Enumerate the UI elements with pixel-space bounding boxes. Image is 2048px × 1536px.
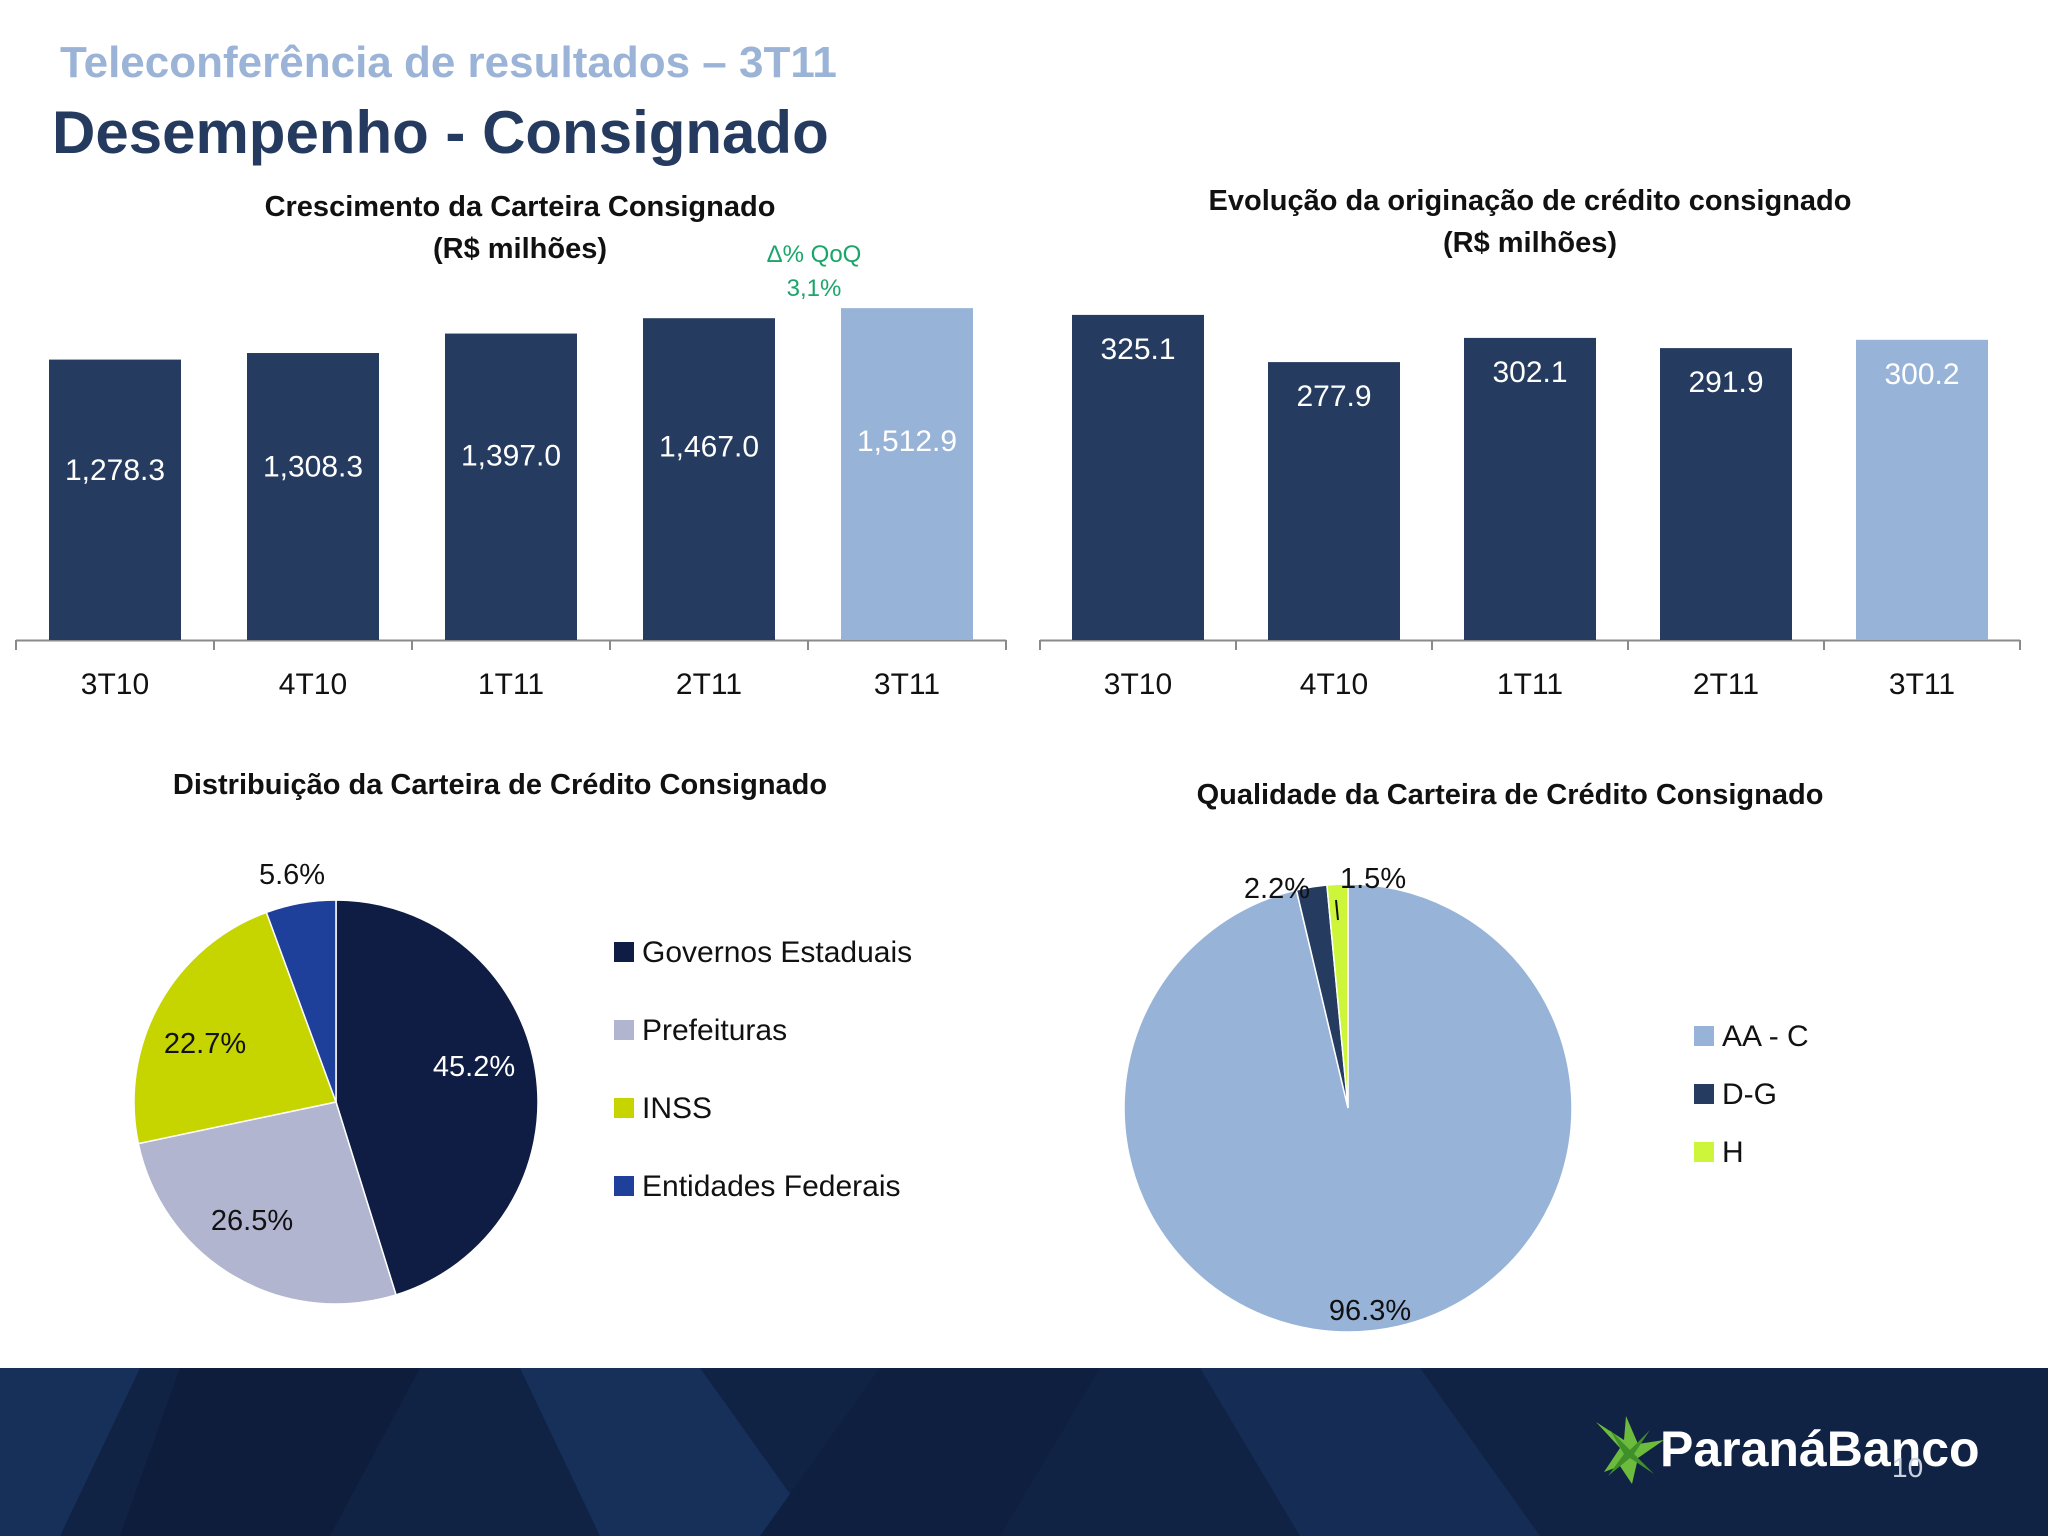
pie-value-label: 45.2% [433, 1051, 515, 1083]
origination-bar-chart: 325.1 3T10 277.9 4T10 302.1 1T11 291.9 2T11 300.… [1039, 314, 2021, 701]
category-label: 4T10 [1300, 668, 1368, 701]
category-label: 2T11 [1693, 668, 1759, 701]
bar-value-label: 325.1 [1100, 333, 1175, 366]
quality-pie-chart: 96.3% 2.2% 1.5% AA - C D-G H [1123, 863, 1809, 1333]
origination-chart-title-block: Evolução da originação de crédito consig… [1150, 180, 1910, 264]
bar-value-label: 291.9 [1688, 366, 1763, 399]
bar-3t10 [49, 359, 181, 640]
category-label: 1T11 [478, 668, 544, 701]
legend-swatch [614, 1098, 634, 1118]
legend-swatch [614, 1020, 634, 1040]
paranabanco-logo-icon [1596, 1416, 1664, 1484]
pie-leader-line [1335, 899, 1339, 921]
qoq-value: 3,1% [786, 275, 842, 302]
footer-pattern [0, 1368, 1540, 1536]
footer-band: ParanáBanco 10 [0, 1368, 2048, 1536]
portfolio-chart-subtitle: (R$ milhões) [432, 233, 608, 265]
pie-slice [335, 899, 539, 1296]
category-label: 2T11 [676, 668, 742, 701]
quality-chart-title: Qualidade da Carteira de Crédito Consign… [1196, 779, 1824, 811]
bar-2t11 [643, 318, 775, 640]
pie-value-label: 26.5% [211, 1205, 293, 1237]
category-label: 3T11 [874, 668, 940, 701]
legend-label: Prefeituras [642, 1014, 787, 1047]
legend-swatch [614, 1176, 634, 1196]
distribution-chart-title: Distribuição da Carteira de Crédito Cons… [172, 769, 828, 801]
bar-3t11 [1856, 339, 1988, 640]
legend-label: D-G [1722, 1078, 1777, 1111]
legend-label: AA - C [1722, 1020, 1809, 1053]
bar-3t10 [1072, 314, 1204, 640]
bar-4t10 [247, 353, 379, 640]
pie-slice [137, 1101, 397, 1305]
bar-value-label: 1,308.3 [263, 450, 363, 483]
category-label: 3T10 [81, 668, 149, 701]
legend-swatch [1694, 1142, 1714, 1162]
pie-slice [1326, 883, 1349, 1109]
qoq-annotation: Δ% QoQ 3,1% [714, 238, 914, 306]
presentation-supertitle: Teleconferência de resultados – 3T11 [60, 38, 837, 87]
bar-value-label: 1,397.0 [461, 439, 561, 472]
bar-value-label: 277.9 [1296, 380, 1371, 413]
legend-label: Governos Estaduais [642, 936, 912, 969]
portfolio-chart-title-block: Crescimento da Carteira Consignado (R$ m… [200, 186, 840, 270]
bar-value-label: 1,512.9 [857, 425, 957, 458]
pie-value-label: 1.5% [1340, 863, 1406, 895]
legend-swatch [614, 942, 634, 962]
portfolio-bar-chart: 1,278.3 3T10 1,308.3 4T10 1,397.0 1T11 1,467.0… [15, 308, 1007, 701]
bar-value-label: 302.1 [1492, 356, 1567, 389]
legend-swatch [1694, 1026, 1714, 1046]
bar-1t11 [1464, 337, 1596, 640]
legend-swatch [1694, 1084, 1714, 1104]
pie-value-label: 22.7% [164, 1028, 246, 1060]
page-number: 10 [1892, 1452, 1924, 1483]
bar-3t11 [841, 308, 973, 640]
slide-title: Desempenho - Consignado [52, 99, 829, 166]
portfolio-chart-title: Crescimento da Carteira Consignado [264, 191, 776, 223]
category-label: 3T11 [1889, 668, 1955, 701]
category-label: 4T10 [279, 668, 347, 701]
bar-value-label: 300.2 [1884, 358, 1959, 391]
qoq-label: Δ% QoQ [766, 241, 862, 268]
pie-slice [265, 899, 337, 1103]
category-label: 3T10 [1104, 668, 1172, 701]
distribution-pie-chart: 45.2% 26.5% 22.7% 5.6% Governos Estaduais Pre… [133, 859, 912, 1305]
pie-slice [133, 911, 338, 1145]
bar-value-label: 1,278.3 [65, 454, 165, 487]
legend-label: H [1722, 1136, 1744, 1169]
legend-label: Entidades Federais [642, 1170, 901, 1203]
footer-brand: ParanáBanco [1660, 1421, 1980, 1477]
origination-chart-subtitle: (R$ milhões) [1442, 227, 1618, 259]
origination-chart-title: Evolução da originação de crédito consig… [1208, 185, 1852, 217]
bar-1t11 [445, 333, 577, 640]
category-label: 1T11 [1497, 668, 1563, 701]
pie-value-label: 2.2% [1244, 873, 1310, 905]
pie-value-label: 5.6% [259, 859, 325, 891]
bar-2t11 [1660, 348, 1792, 640]
bar-value-label: 1,467.0 [659, 431, 759, 464]
legend-label: INSS [642, 1092, 712, 1125]
bar-4t10 [1268, 362, 1400, 640]
pie-value-label: 96.3% [1329, 1295, 1411, 1327]
